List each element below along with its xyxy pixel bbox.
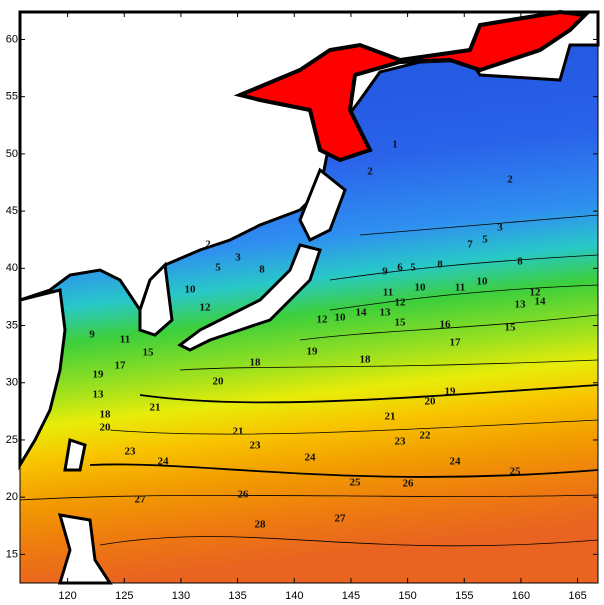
land [18,9,600,585]
contour-label: 2 [507,174,513,186]
contour-label: 27 [135,494,147,506]
contour-label: 8 [437,259,443,271]
contour-label: 25 [510,466,522,478]
y-tick-label: 55 [6,91,18,103]
x-tick-label: 155 [455,590,473,602]
x-tick-label: 140 [285,590,303,602]
contour-label: 10 [477,276,489,288]
contour-label: 3 [497,222,503,234]
contour-label: 8 [259,264,265,276]
x-tick-label: 150 [398,590,416,602]
contour-label: 28 [255,519,267,531]
contour-label: 9 [89,329,95,341]
contour-label: 10 [185,284,197,296]
contour-label: 26 [238,489,250,501]
contour-label: 24 [305,452,317,464]
contour-label: 2 [205,239,211,251]
contour-label: 17 [450,337,462,349]
contour-label: 27 [335,513,347,525]
contour-label: 12 [317,314,329,326]
contour-label: 18 [250,357,262,369]
contour-label: 24 [450,456,462,468]
y-tick-label: 50 [6,148,18,160]
y-tick-label: 20 [6,491,18,503]
contour-label: 19 [93,369,105,381]
y-tick-label: 40 [6,262,18,274]
y-tick-label: 45 [6,205,18,217]
contour-label: 2 [367,166,373,178]
contour-label: 26 [403,478,415,490]
x-tick-label: 160 [512,590,530,602]
contour-label: 12 [200,302,212,314]
contour-label: 19 [307,346,319,358]
contour-label: 11 [120,334,130,346]
x-tick-label: 135 [228,590,246,602]
contour-label: 11 [383,287,393,299]
frame [19,11,599,584]
contour-label: 24 [158,456,170,468]
contour-label: 18 [360,354,372,366]
contour-label: 10 [415,282,427,294]
contour-label: 12 [530,287,542,299]
y-tick-label: 35 [6,319,18,331]
contour-label: 3 [235,252,241,264]
y-tick-label: 25 [6,434,18,446]
contour-label: 5 [410,262,416,274]
contour-label: 23 [395,436,407,448]
contour-label: 18 [100,409,112,421]
x-tick-label: 125 [115,590,133,602]
contour-label: 10 [335,312,347,324]
y-tick-label: 60 [6,33,18,45]
contour-label: 22 [420,430,432,442]
contour-label: 12 [395,297,407,309]
x-tick-label: 130 [172,590,190,602]
contour-label: 14 [535,296,547,308]
isotherms [19,214,599,547]
contour-label: 23 [250,440,262,452]
contour-label: 6 [397,262,403,274]
contour-label: 17 [115,360,127,372]
contour-label: 16 [440,319,452,331]
contour-label: 5 [482,234,488,246]
contour-label: 21 [385,411,396,423]
contour-label: 15 [143,347,155,359]
contour-label: 7 [467,239,473,251]
x-tick-label: 120 [58,590,76,602]
contour-label: 5 [215,262,221,274]
contour-label: 23 [125,446,137,458]
contour-label: 1 [392,139,398,151]
contour-label: 15 [505,322,517,334]
contour-label: 14 [356,307,368,319]
contour-label: 9 [382,266,388,278]
contour-label: 20 [213,376,225,388]
contour-label: 20 [425,396,437,408]
contour-label: 19 [445,386,457,398]
contour-label: 13 [515,299,527,311]
contour-label: 21 [233,426,244,438]
contour-label: 11 [455,282,465,294]
x-tick-label: 165 [568,590,586,602]
contour-label: 13 [380,307,392,319]
contour-label: 15 [395,317,407,329]
y-tick-label: 15 [6,548,18,560]
contour-label: 20 [100,422,112,434]
contour-label: 8 [517,256,523,268]
contour-label: 25 [350,477,362,489]
y-tick-label: 30 [6,377,18,389]
x-tick-label: 145 [342,590,360,602]
contour-label: 13 [93,389,105,401]
contour-label: 21 [150,402,161,414]
